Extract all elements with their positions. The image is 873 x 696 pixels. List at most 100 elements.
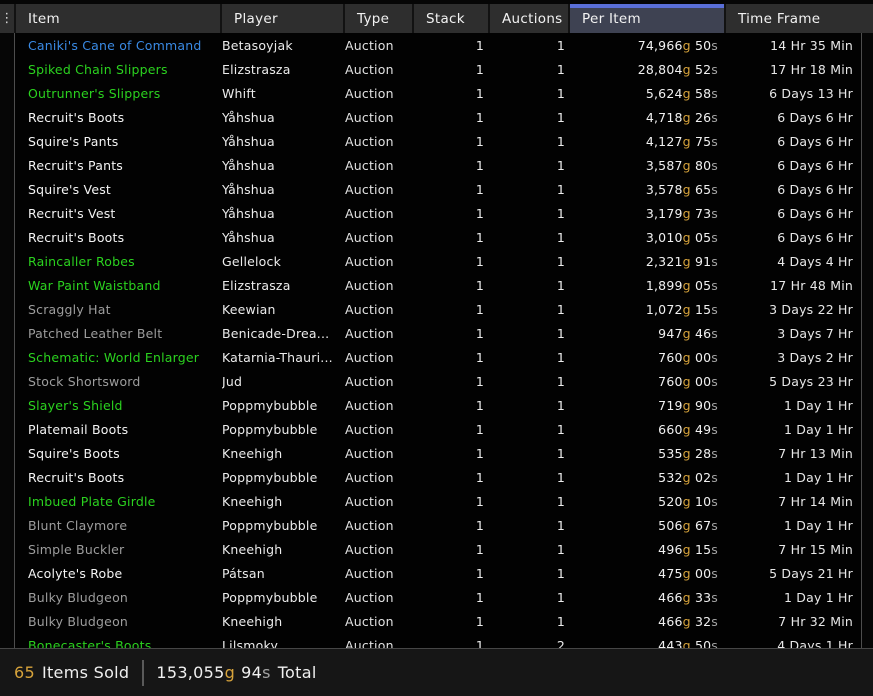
table-row[interactable]: Patched Leather Belt Benicade-Drea... Au… — [15, 321, 861, 345]
per-item-price: 4,718g 26s — [645, 109, 718, 125]
sale-type: Auction — [345, 277, 394, 293]
item-name: Platemail Boots — [28, 421, 129, 437]
table-row[interactable]: Bulky Bludgeon Poppmybubble Auction 1 1 … — [15, 585, 861, 609]
player-name: Kneehigh — [222, 445, 283, 461]
table-row[interactable]: Platemail Boots Poppmybubble Auction 1 1… — [15, 417, 861, 441]
per-item-price: 443g 50s — [658, 637, 718, 649]
table-row[interactable]: Recruit's Boots Poppmybubble Auction 1 1… — [15, 465, 861, 489]
table-row[interactable]: Acolyte's Robe Pátsan Auction 1 1 475g 0… — [15, 561, 861, 585]
player-name: Katarnia-Thauri... — [222, 349, 333, 365]
column-header-type[interactable]: Type — [345, 4, 412, 33]
items-sold-count: 65 — [14, 663, 35, 682]
sale-type: Auction — [345, 349, 394, 365]
sale-type: Auction — [345, 445, 394, 461]
item-name: Bulky Bludgeon — [28, 589, 129, 605]
column-header-item[interactable]: Item — [16, 4, 220, 33]
item-name: Blunt Claymore — [28, 517, 128, 533]
auction-count: 1 — [556, 229, 565, 245]
column-header-stack[interactable]: Stack — [414, 4, 488, 33]
time-frame: 6 Days 6 Hr — [777, 157, 853, 173]
sale-type: Auction — [345, 421, 394, 437]
sort-indicator-bar — [570, 4, 724, 8]
table-row[interactable]: War Paint Waistband Elizstrasza Auction … — [15, 273, 861, 297]
auction-count: 1 — [556, 349, 565, 365]
stack-size: 1 — [475, 181, 484, 197]
time-frame: 7 Hr 32 Min — [778, 613, 853, 629]
per-item-price: 3,587g 80s — [645, 157, 718, 173]
auction-count: 1 — [556, 541, 565, 557]
sale-type: Auction — [345, 85, 394, 101]
item-name: Scraggly Hat — [28, 301, 111, 317]
column-header-per-item-sorted[interactable]: Per Item — [570, 4, 724, 33]
stack-size: 1 — [475, 277, 484, 293]
item-name: Bulky Bludgeon — [28, 613, 129, 629]
per-item-price: 3,010g 05s — [645, 229, 718, 245]
sale-type: Auction — [345, 397, 394, 413]
player-name: Yåhshua — [222, 133, 275, 149]
item-name: Recruit's Boots — [28, 229, 125, 245]
sale-type: Auction — [345, 301, 394, 317]
table-row[interactable]: Scraggly Hat Keewian Auction 1 1 1,072g … — [15, 297, 861, 321]
time-frame: 3 Days 22 Hr — [769, 301, 853, 317]
player-name: Yåhshua — [222, 157, 275, 173]
table-row[interactable]: Simple Buckler Kneehigh Auction 1 1 496g… — [15, 537, 861, 561]
grip-dots-icon: ⋮ — [0, 11, 14, 26]
stack-size: 1 — [475, 589, 484, 605]
table-row[interactable]: Squire's Vest Yåhshua Auction 1 1 3,578g… — [15, 177, 861, 201]
column-header-auctions[interactable]: Auctions — [490, 4, 568, 33]
time-frame: 5 Days 23 Hr — [769, 373, 853, 389]
total-amount: 153,055 g 94 s Total — [156, 663, 317, 682]
auction-count: 1 — [556, 181, 565, 197]
sale-type: Auction — [345, 181, 394, 197]
table-row[interactable]: Squire's Pants Yåhshua Auction 1 1 4,127… — [15, 129, 861, 153]
player-name: Elizstrasza — [222, 61, 291, 77]
table-row[interactable]: Imbued Plate Girdle Kneehigh Auction 1 1… — [15, 489, 861, 513]
footer-divider — [142, 659, 145, 686]
column-header-label: Type — [357, 10, 390, 27]
sale-type: Auction — [345, 613, 394, 629]
time-frame: 7 Hr 13 Min — [778, 445, 853, 461]
table-row[interactable]: Recruit's Vest Yåhshua Auction 1 1 3,179… — [15, 201, 861, 225]
time-frame: 5 Days 21 Hr — [769, 565, 853, 581]
table-row[interactable]: Recruit's Pants Yåhshua Auction 1 1 3,58… — [15, 153, 861, 177]
per-item-price: 760g 00s — [658, 373, 718, 389]
time-frame: 6 Days 6 Hr — [777, 181, 853, 197]
per-item-price: 28,804g 52s — [637, 61, 718, 77]
stack-size: 1 — [475, 421, 484, 437]
table-row[interactable]: Caniki's Cane of Command Betasoyjak Auct… — [15, 33, 861, 57]
stack-size: 1 — [475, 325, 484, 341]
table-row[interactable]: Schematic: World Enlarger Katarnia-Thaur… — [15, 345, 861, 369]
player-name: Lilsmoky — [222, 637, 279, 649]
auction-count: 1 — [556, 133, 565, 149]
table-row[interactable]: Blunt Claymore Poppmybubble Auction 1 1 … — [15, 513, 861, 537]
stack-size: 1 — [475, 133, 484, 149]
table-row[interactable]: Slayer's Shield Poppmybubble Auction 1 1… — [15, 393, 861, 417]
column-header-label: Time Frame — [738, 10, 821, 27]
table-row[interactable]: Bonecaster's Boots Lilsmoky Auction 1 2 … — [15, 633, 861, 649]
table-row[interactable]: Outrunner's Slippers Whift Auction 1 1 5… — [15, 81, 861, 105]
table-row[interactable]: Spiked Chain Slippers Elizstrasza Auctio… — [15, 57, 861, 81]
table-row[interactable]: Recruit's Boots Yåhshua Auction 1 1 3,01… — [15, 225, 861, 249]
item-name: Stock Shortsword — [28, 373, 141, 389]
time-frame: 14 Hr 35 Min — [770, 37, 853, 53]
time-frame: 1 Day 1 Hr — [783, 517, 853, 533]
table-row[interactable]: Bulky Bludgeon Kneehigh Auction 1 1 466g… — [15, 609, 861, 633]
table-row[interactable]: Recruit's Boots Yåhshua Auction 1 1 4,71… — [15, 105, 861, 129]
table-row[interactable]: Stock Shortsword Jud Auction 1 1 760g 00… — [15, 369, 861, 393]
auction-count: 1 — [556, 445, 565, 461]
table-row[interactable]: Raincaller Robes Gellelock Auction 1 1 2… — [15, 249, 861, 273]
column-header-label: Stack — [426, 10, 465, 27]
stack-size: 1 — [475, 157, 484, 173]
column-options-button[interactable]: ⋮ — [0, 4, 14, 33]
stack-size: 1 — [475, 541, 484, 557]
per-item-price: 535g 28s — [658, 445, 718, 461]
column-header-time-frame[interactable]: Time Frame — [726, 4, 873, 33]
stack-size: 1 — [475, 37, 484, 53]
item-name: Raincaller Robes — [28, 253, 135, 269]
table-row[interactable]: Squire's Boots Kneehigh Auction 1 1 535g… — [15, 441, 861, 465]
column-header-player[interactable]: Player — [222, 4, 343, 33]
auction-count: 1 — [556, 205, 565, 221]
item-name: Simple Buckler — [28, 541, 125, 557]
per-item-price: 532g 02s — [658, 469, 718, 485]
auction-count: 1 — [556, 589, 565, 605]
